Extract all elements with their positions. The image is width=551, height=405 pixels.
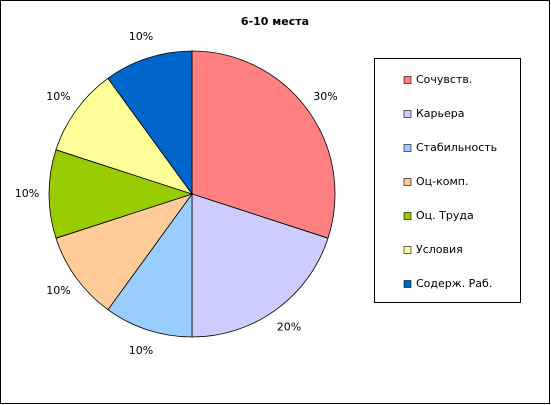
legend-swatch bbox=[403, 178, 412, 186]
legend-swatch bbox=[403, 110, 412, 118]
data-label: 10% bbox=[46, 284, 70, 297]
pie-slice bbox=[55, 77, 194, 195]
data-label: 10% bbox=[46, 90, 70, 103]
data-label: 30% bbox=[313, 90, 337, 103]
data-label: 20% bbox=[277, 320, 301, 333]
pie-slice bbox=[107, 192, 193, 338]
pie-slice bbox=[55, 193, 194, 311]
legend-label: Содерж. Раб. bbox=[416, 277, 492, 290]
legend-swatch bbox=[403, 212, 412, 220]
pie-slice bbox=[191, 50, 336, 239]
pie-slice bbox=[191, 193, 329, 338]
chart-title: 6-10 места bbox=[241, 15, 309, 28]
legend-swatch bbox=[403, 144, 412, 152]
legend-label: Стабильность bbox=[416, 141, 497, 154]
legend-label: Оц-комп. bbox=[416, 175, 468, 188]
legend-box bbox=[374, 58, 521, 303]
pie-slice bbox=[48, 149, 194, 239]
legend-label: Условия bbox=[416, 243, 463, 256]
legend-swatch bbox=[403, 280, 412, 288]
pie-slice bbox=[107, 50, 193, 196]
data-label: 10% bbox=[129, 344, 153, 357]
legend-swatch bbox=[403, 246, 412, 254]
legend-swatch bbox=[403, 76, 412, 84]
legend-label: Карьера bbox=[416, 107, 465, 120]
legend-label: Сочувств. bbox=[416, 73, 472, 86]
data-label: 10% bbox=[129, 30, 153, 43]
legend-label: Оц. Труда bbox=[416, 209, 474, 222]
data-label: 10% bbox=[15, 187, 39, 200]
